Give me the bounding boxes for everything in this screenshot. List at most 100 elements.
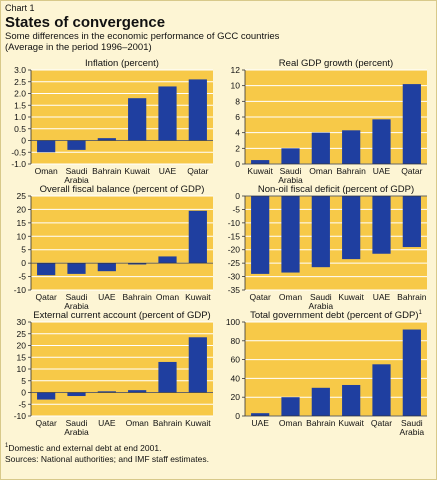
y-tick-label: -15 xyxy=(228,231,241,241)
bar xyxy=(251,413,270,416)
y-tick-label: 4 xyxy=(235,128,240,138)
category-label: Saudi xyxy=(66,292,88,302)
bar xyxy=(402,329,421,416)
y-tick-label: -5 xyxy=(18,272,26,282)
y-tick-label: 2 xyxy=(235,143,240,153)
category-label: UAE xyxy=(159,166,177,176)
bar xyxy=(67,392,86,397)
category-label: Saudi xyxy=(66,166,88,176)
bar xyxy=(158,256,177,264)
bar xyxy=(342,130,361,164)
footnote-1: 1Domestic and external debt at end 2001. xyxy=(5,441,209,454)
y-tick-label: 0.5 xyxy=(14,124,26,134)
y-tick-label: 0 xyxy=(235,411,240,421)
y-tick-label: 2.5 xyxy=(14,77,26,87)
y-tick-label: -0.5 xyxy=(11,147,26,157)
footnote-marker: 1 xyxy=(5,443,9,449)
y-tick-label: -10 xyxy=(228,218,241,228)
y-tick-label: 5 xyxy=(21,245,26,255)
y-tick-label: 12 xyxy=(231,65,241,75)
bar xyxy=(281,196,300,273)
category-label: Qatar xyxy=(250,292,271,302)
category-label: Bahrain xyxy=(397,292,427,302)
y-tick-label: 6 xyxy=(235,112,240,122)
bar xyxy=(97,138,116,141)
category-label: UAE xyxy=(98,292,116,302)
y-tick-label: -10 xyxy=(14,411,27,421)
y-tick-label: 2.0 xyxy=(14,89,26,99)
chart-title: Real GDP growth (percent) xyxy=(279,58,393,69)
y-tick-label: -30 xyxy=(228,272,241,282)
footnote-text: Domestic and external debt at end 2001. xyxy=(8,442,162,453)
category-label: Oman xyxy=(279,418,302,428)
bar xyxy=(67,263,86,274)
bar xyxy=(67,140,86,150)
category-label: Saudi xyxy=(280,166,302,176)
bar xyxy=(37,140,56,153)
y-tick-label: 20 xyxy=(17,204,27,214)
y-tick-label: 0 xyxy=(235,191,240,201)
bar xyxy=(251,196,270,274)
category-label: Saudi xyxy=(401,418,423,428)
y-tick-label: -20 xyxy=(228,245,241,255)
category-label: Oman xyxy=(35,166,58,176)
category-label: Kuwait xyxy=(338,418,364,428)
bar xyxy=(188,337,207,393)
category-label: UAE xyxy=(251,418,269,428)
plot-area xyxy=(245,196,427,290)
category-label: Kuwait xyxy=(185,418,211,428)
category-label: Qatar xyxy=(187,166,208,176)
category-label: Bahrain xyxy=(153,418,183,428)
y-tick-label: 80 xyxy=(231,336,241,346)
category-label: Bahrain xyxy=(92,166,122,176)
y-tick-label: -25 xyxy=(228,258,241,268)
bar xyxy=(342,196,361,260)
bar xyxy=(311,196,330,268)
subtitle: Some differences in the economic perform… xyxy=(5,31,280,42)
chart-title: Inflation (percent) xyxy=(85,58,159,69)
bar xyxy=(372,119,391,164)
category-label: Bahrain xyxy=(123,292,153,302)
bar xyxy=(372,196,391,254)
bar xyxy=(188,79,207,141)
category-label: Bahrain xyxy=(337,166,367,176)
bar xyxy=(342,384,361,416)
y-tick-label: 25 xyxy=(17,329,27,339)
category-label: UAE xyxy=(373,292,391,302)
bar xyxy=(37,392,56,400)
y-tick-label: 60 xyxy=(231,355,241,365)
category-label: Kuwait xyxy=(185,292,211,302)
bar xyxy=(37,263,56,276)
subtitle-period: (Average in the period 1996–2001) xyxy=(5,42,152,53)
bar xyxy=(402,84,421,164)
chart-title-footnote-marker: 1 xyxy=(419,310,423,316)
category-label: Oman xyxy=(156,292,179,302)
chart-panel-5: External current account (percent of GDP… xyxy=(14,310,213,437)
category-label: Oman xyxy=(126,418,149,428)
y-tick-label: -35 xyxy=(228,285,241,295)
header: Chart 1 States of convergence Some diffe… xyxy=(5,3,433,53)
y-tick-label: 40 xyxy=(231,373,241,383)
bar xyxy=(251,160,270,164)
category-label: Oman xyxy=(309,166,332,176)
category-label: Arabia xyxy=(64,301,89,311)
y-tick-label: -1.0 xyxy=(11,159,26,169)
y-tick-label: 0 xyxy=(235,159,240,169)
bar xyxy=(158,86,177,141)
page-title: States of convergence xyxy=(5,14,166,31)
y-tick-label: 15 xyxy=(17,352,27,362)
bar xyxy=(128,98,147,141)
category-label: Qatar xyxy=(371,418,392,428)
chart-number: Chart 1 xyxy=(5,3,35,13)
bar xyxy=(311,132,330,164)
bar xyxy=(97,391,116,393)
y-tick-label: 20 xyxy=(17,341,27,351)
y-tick-label: 0 xyxy=(21,388,26,398)
bar xyxy=(97,263,116,272)
bar xyxy=(158,361,177,393)
category-label: Arabia xyxy=(64,175,89,185)
y-tick-label: 25 xyxy=(17,191,27,201)
chart-title: Total government debt (percent of GDP)1 xyxy=(250,310,422,321)
y-tick-label: 20 xyxy=(231,392,241,402)
